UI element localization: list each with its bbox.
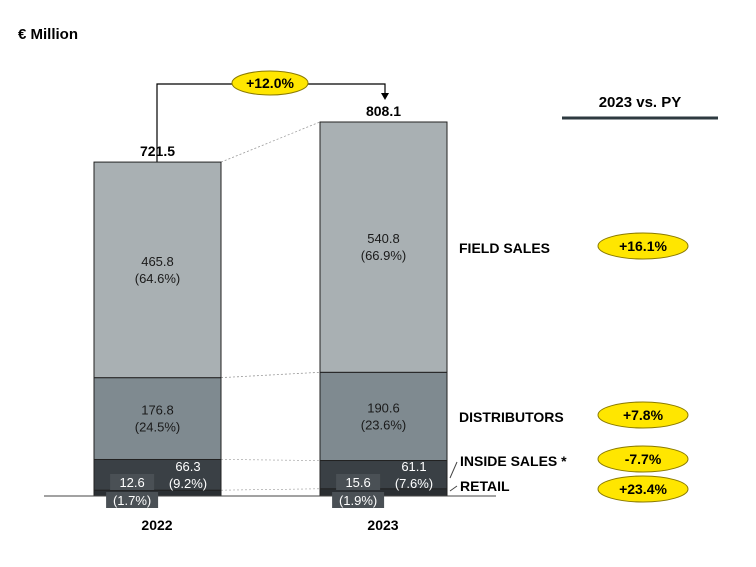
series-name-field-sales: FIELD SALES	[459, 240, 550, 256]
total-label-2023: 808.1	[366, 103, 401, 119]
share-label-2023-distributors: (23.6%)	[361, 417, 407, 432]
bar-2023-distributors	[319, 371, 448, 462]
value-label-2022-retail: 12.6	[119, 475, 144, 490]
category-label-2023: 2023	[367, 517, 398, 533]
share-label-2023-retail: (1.9%)	[339, 493, 377, 508]
share-label-2022-inside-sales: (9.2%)	[169, 476, 207, 491]
category-label-2022: 2022	[141, 517, 172, 533]
growth-label: +12.0%	[246, 75, 294, 91]
segment-labels: 176.8 (24.5%) 465.8 (64.6%) 66.3 (9.2%) 12.6 (1…	[106, 231, 433, 508]
value-label-2022-field-sales: 465.8	[141, 254, 174, 269]
share-label-2022-field-sales: (64.6%)	[135, 271, 181, 286]
share-label-2023-field-sales: (66.9%)	[361, 248, 407, 263]
comparison-title: 2023 vs. PY	[599, 94, 682, 111]
value-label-2023-distributors: 190.6	[367, 400, 400, 415]
retail-label-box-2022	[110, 474, 155, 490]
retail-leader	[449, 485, 458, 492]
growth-badge	[231, 70, 309, 96]
change-badge-distributors	[597, 401, 689, 429]
change-distributors: +7.8%	[623, 407, 664, 423]
inside-sales-leader	[449, 461, 458, 479]
share-label-2023-inside-sales: (7.6%)	[395, 476, 433, 491]
unit-label: € Million	[18, 26, 78, 43]
bar-connectors	[220, 121, 321, 491]
change-inside-sales: -7.7%	[625, 451, 662, 467]
change-badge-retail	[597, 475, 689, 503]
change-badge-inside-sales	[597, 445, 689, 473]
connector-distributors	[220, 371, 321, 379]
series-name-retail: RETAIL	[460, 478, 510, 494]
retail-share-box-2023	[332, 492, 385, 508]
bars	[93, 121, 448, 497]
connector-retail	[220, 488, 321, 491]
change-badge-field-sales	[597, 232, 689, 260]
share-label-2022-distributors: (24.5%)	[135, 420, 181, 435]
bar-2023-field-sales	[319, 121, 448, 373]
change-field-sales: +16.1%	[619, 238, 667, 254]
bar-2022-field-sales	[93, 161, 222, 379]
retail-label-box-2023	[336, 474, 381, 490]
series-name-inside-sales: INSIDE SALES *	[460, 453, 567, 469]
series-name-distributors: DISTRIBUTORS	[459, 409, 564, 425]
value-label-2023-field-sales: 540.8	[367, 231, 400, 246]
connector-inside-sales	[220, 459, 321, 461]
bar-2022-distributors	[93, 377, 222, 460]
change-retail: +23.4%	[619, 481, 667, 497]
value-label-2022-distributors: 176.8	[141, 403, 174, 418]
value-label-2022-inside-sales: 66.3	[175, 459, 200, 474]
connector-field-sales	[220, 121, 321, 163]
share-label-2022-retail: (1.7%)	[113, 493, 151, 508]
value-label-2023-retail: 15.6	[345, 475, 370, 490]
retail-share-box-2022	[106, 492, 159, 508]
value-label-2023-inside-sales: 61.1	[401, 459, 426, 474]
growth-arrow-icon	[381, 93, 389, 100]
total-label-2022: 721.5	[140, 143, 175, 159]
